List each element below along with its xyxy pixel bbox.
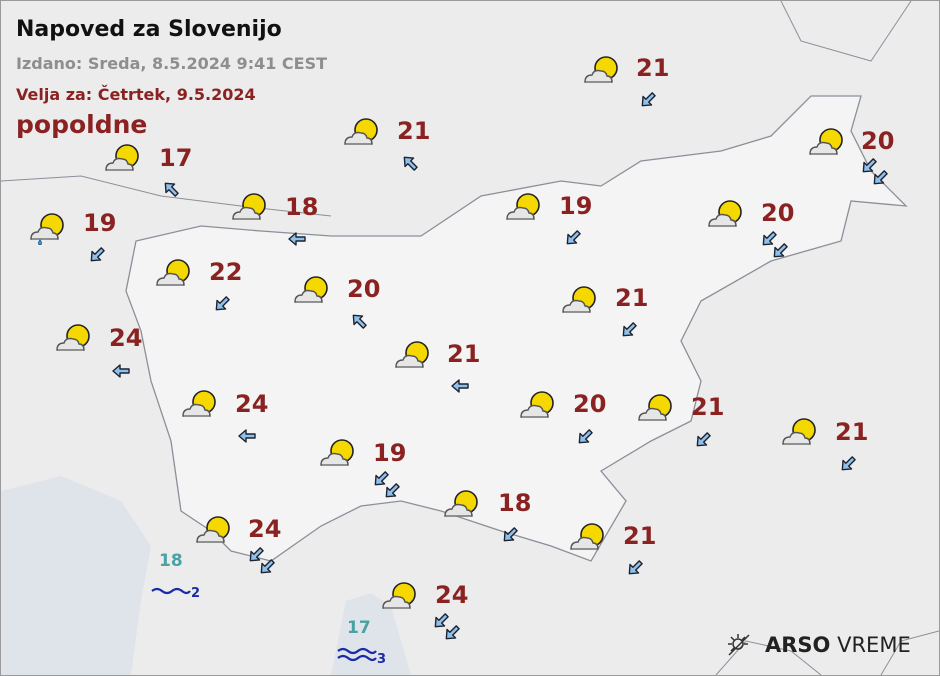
partly-cloudy-icon — [581, 54, 621, 88]
border-line — [715, 640, 822, 675]
temperature-label: 24 — [248, 515, 282, 543]
temperature-label: 22 — [209, 258, 243, 286]
partly-cloudy-icon — [503, 191, 543, 225]
partly-cloudy-icon — [559, 284, 599, 318]
wind-arrow-icon — [212, 294, 232, 314]
wave-state: 3 — [377, 652, 387, 667]
wind-arrow-icon — [237, 426, 257, 446]
wind-arrow-icon — [759, 229, 779, 249]
wind-arrow-icon — [450, 376, 470, 396]
wind-arrow-icon — [87, 245, 107, 265]
wind-arrow-icon — [257, 557, 277, 577]
temperature-label: 21 — [623, 522, 657, 550]
arso-logo: ARSO VREME — [725, 633, 911, 657]
waves-icon — [151, 586, 191, 610]
partly-cloudy-icon — [635, 392, 675, 426]
temperature-label: 17 — [159, 144, 193, 172]
wind-arrow-icon — [638, 90, 658, 110]
map-title: Napoved za Slovenijo — [16, 17, 282, 42]
wind-arrow-icon — [400, 153, 420, 173]
partly-cloudy-icon — [705, 198, 745, 232]
partly-cloudy-icon — [179, 388, 219, 422]
partly-cloudy-icon — [102, 142, 142, 176]
wind-arrow-icon — [382, 481, 402, 501]
partly-cloudy-icon — [567, 521, 607, 555]
wind-arrow-icon — [442, 623, 462, 643]
wind-arrow-icon — [838, 454, 858, 474]
temperature-label: 21 — [397, 117, 431, 145]
wind-arrow-icon — [575, 427, 595, 447]
wind-arrow-icon — [619, 320, 639, 340]
partly-cloudy-icon — [806, 126, 846, 160]
wind-arrow-icon — [349, 311, 369, 331]
sun-cloud-logo-icon — [728, 634, 750, 656]
temperature-label: 20 — [761, 199, 795, 227]
wave-state: 2 — [191, 586, 201, 601]
temperature-label: 21 — [835, 418, 869, 446]
partly-cloudy-icon — [317, 437, 357, 471]
wind-arrow-icon — [770, 241, 790, 261]
temperature-label: 19 — [83, 209, 117, 237]
sea-temperature: 17 — [347, 618, 371, 638]
wind-arrow-icon — [111, 361, 131, 381]
wind-arrow-icon — [431, 611, 451, 631]
wind-arrow-icon — [870, 168, 890, 188]
partly-cloudy-icon — [779, 416, 819, 450]
partly-cloudy-icon — [441, 488, 481, 522]
wind-arrow-icon — [371, 469, 391, 489]
partly-cloudy-icon — [229, 191, 269, 225]
border-line — [880, 630, 939, 675]
partly-cloudy-icon — [379, 580, 419, 614]
border-line — [1, 175, 332, 217]
sea-area — [331, 593, 411, 675]
logo-bold: ARSO — [765, 633, 831, 657]
wind-arrow-icon — [161, 179, 181, 199]
temperature-label: 24 — [435, 581, 469, 609]
temperature-label: 21 — [636, 54, 670, 82]
temperature-label: 24 — [109, 324, 143, 352]
temperature-label: 20 — [347, 275, 381, 303]
temperature-label: 24 — [235, 390, 269, 418]
temperature-label: 20 — [861, 127, 895, 155]
wind-arrow-icon — [287, 229, 307, 249]
sea-temperature: 18 — [159, 551, 183, 571]
logo-light: VREME — [837, 633, 911, 657]
partly-cloudy-icon — [517, 389, 557, 423]
temperature-label: 21 — [691, 393, 725, 421]
wind-arrow-icon — [500, 525, 520, 545]
wind-arrow-icon — [693, 430, 713, 450]
temperature-label: 21 — [447, 340, 481, 368]
temperature-label: 20 — [573, 390, 607, 418]
valid-date: Velja za: Četrtek, 9.5.2024 — [16, 85, 256, 104]
slovenia-territory — [125, 95, 908, 562]
wind-arrow-icon — [859, 156, 879, 176]
temperature-label: 19 — [559, 192, 593, 220]
temperature-label: 18 — [498, 489, 532, 517]
partly-cloudy-icon — [153, 257, 193, 291]
temperature-label: 21 — [615, 284, 649, 312]
partly-cloudy-icon — [193, 514, 233, 548]
waves-icon — [337, 646, 377, 670]
issued-timestamp: Izdano: Sreda, 8.5.2024 9:41 CEST — [16, 54, 328, 73]
temperature-label: 19 — [373, 439, 407, 467]
temperature-label: 18 — [285, 193, 319, 221]
wind-arrow-icon — [246, 545, 266, 565]
partly-cloudy-rain-icon — [27, 211, 67, 246]
partly-cloudy-icon — [53, 322, 93, 356]
wind-arrow-icon — [563, 228, 583, 248]
wind-arrow-icon — [625, 558, 645, 578]
partly-cloudy-icon — [392, 339, 432, 373]
partly-cloudy-icon — [341, 116, 381, 150]
sea-area — [1, 476, 151, 675]
forecast-period: popoldne — [16, 110, 148, 139]
border-line — [780, 1, 912, 62]
partly-cloudy-icon — [291, 274, 331, 308]
